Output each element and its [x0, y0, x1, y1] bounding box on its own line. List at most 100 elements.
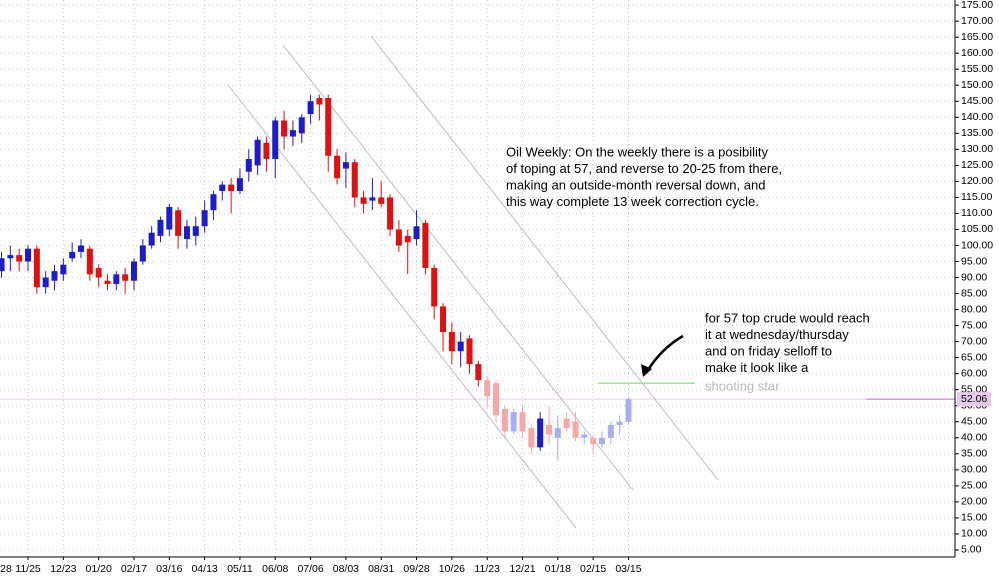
candle-body	[104, 280, 111, 284]
y-tick-label: 30.00	[961, 464, 987, 476]
grid	[0, 0, 955, 557]
candle-body	[501, 408, 508, 432]
annotation-text: making an outside-month reversal down, a…	[506, 177, 765, 192]
y-tick-label: 10.00	[961, 528, 987, 540]
candle-body	[78, 245, 84, 252]
candle-body	[192, 226, 199, 236]
x-tick-label: 05/11	[227, 563, 253, 575]
candle-body	[122, 274, 129, 281]
y-tick-label: 20.00	[961, 496, 987, 508]
candle-body	[342, 162, 349, 169]
candle-body	[130, 261, 137, 281]
y-tick-label: 5.00	[961, 544, 982, 556]
candle-body	[413, 226, 420, 240]
candle-body	[272, 120, 279, 159]
candle-body	[157, 219, 164, 236]
candle-body	[166, 207, 173, 230]
candle-body	[183, 226, 190, 240]
y-tick-label: 70.00	[961, 335, 987, 347]
candle-body	[625, 399, 632, 422]
candle-body	[236, 178, 243, 192]
y-tick-label: 90.00	[961, 271, 987, 283]
y-tick-label: 135.00	[961, 127, 993, 139]
candle-body	[228, 184, 235, 192]
candle-body	[42, 277, 49, 288]
y-tick-label: 175.00	[961, 0, 993, 11]
candle-body	[510, 412, 517, 432]
x-tick-label: 28	[0, 563, 12, 575]
candle-body	[25, 248, 32, 262]
y-tick-label: 85.00	[961, 287, 987, 299]
candle-body	[289, 130, 296, 137]
candle-body	[263, 142, 270, 159]
candle-body	[545, 424, 552, 435]
x-tick-label: 01/18	[545, 563, 571, 575]
x-tick-label: 08/31	[368, 563, 394, 575]
y-tick-label: 160.00	[961, 47, 993, 59]
y-tick-label: 150.00	[961, 79, 993, 91]
x-tick-label: 06/08	[262, 563, 288, 575]
candle-body	[298, 117, 305, 134]
y-tick-label: 35.00	[961, 448, 987, 460]
last-price-box	[957, 392, 991, 407]
y-tick-label: 115.00	[961, 191, 992, 203]
x-tick-label: 12/21	[509, 563, 535, 575]
candle-body	[33, 248, 40, 288]
candle-body	[360, 197, 367, 204]
annotation-text: make it look like a	[705, 360, 809, 375]
candle-body	[448, 332, 455, 352]
annotation-text: and on friday selloff to	[705, 343, 832, 358]
channel-line	[227, 84, 577, 529]
trend-channel	[227, 35, 719, 529]
candle-body	[0, 258, 5, 272]
y-tick-label: 145.00	[961, 95, 993, 107]
candle-body	[431, 267, 438, 307]
y-tick-label: 155.00	[961, 63, 993, 75]
candle-body	[325, 98, 332, 156]
candle-body	[95, 267, 102, 278]
y-tick-label: 45.00	[961, 416, 987, 428]
x-tick-label: 02/17	[121, 563, 147, 575]
y-tick-label: 80.00	[961, 303, 987, 315]
y-tick-label: 15.00	[961, 512, 987, 524]
annotation-text: this way complete 13 week correction cyc…	[506, 194, 759, 209]
y-tick-label: 120.00	[961, 175, 993, 187]
annotation-text: it at wednesday/thursday	[705, 327, 849, 342]
candle-body	[254, 139, 261, 166]
x-tick-label: 09/28	[403, 563, 429, 575]
candle-body	[457, 341, 464, 352]
y-tick-label: 75.00	[961, 319, 987, 331]
x-tick-label: 02/15	[580, 563, 606, 575]
candle-body	[493, 383, 500, 416]
x-tick-label: 01/20	[86, 563, 112, 575]
annotation-text: for 57 top crude would reach	[705, 310, 870, 325]
x-tick-label: 11/23	[474, 563, 500, 575]
candle-body	[554, 428, 561, 438]
candle-body	[537, 418, 544, 448]
candle-body	[369, 197, 376, 201]
candle-body	[113, 274, 120, 284]
y-tick-label: 110.00	[961, 207, 992, 219]
candle-body	[395, 229, 402, 246]
candle-body	[201, 210, 208, 227]
y-tick-label: 165.00	[961, 31, 993, 43]
y-tick-label: 125.00	[961, 159, 993, 171]
candle-body	[139, 245, 146, 262]
x-tick-label: 10/26	[439, 563, 465, 575]
candle-body	[7, 255, 14, 259]
candle-body	[607, 424, 614, 438]
candle-body	[16, 255, 23, 262]
candle-body	[598, 437, 605, 445]
candle-body	[175, 210, 182, 236]
candle-body	[387, 197, 394, 230]
y-tick-label: 105.00	[961, 223, 993, 235]
annotation-text: shooting star	[705, 378, 780, 393]
candle-body	[378, 197, 385, 204]
last-price-label: 52.06	[961, 393, 987, 405]
candle-body	[219, 184, 226, 192]
candle-body	[404, 235, 411, 243]
candle-body	[210, 194, 217, 211]
x-tick-label: 08/03	[333, 563, 359, 575]
candle-body	[519, 412, 526, 432]
